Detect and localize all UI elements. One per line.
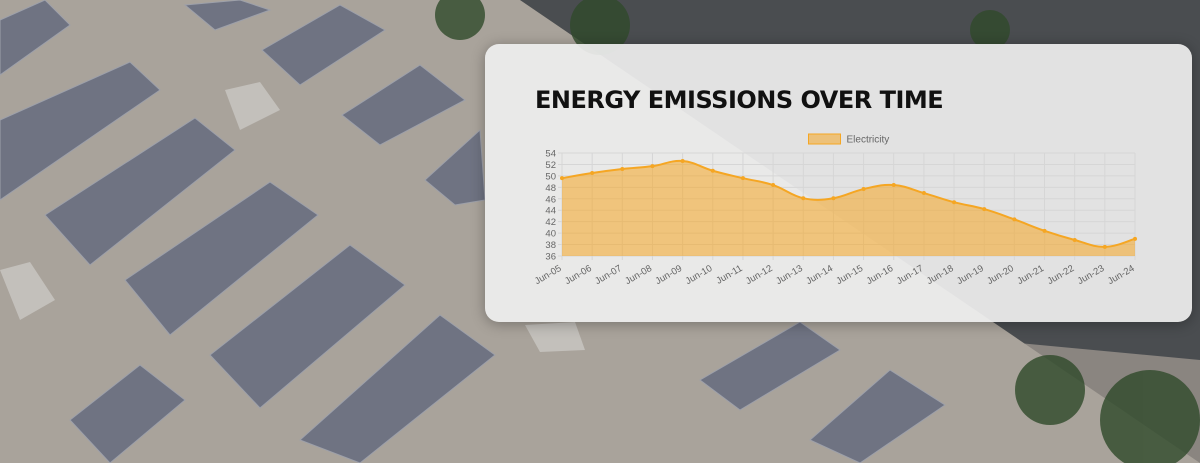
x-tick-label: Jun-13 (774, 263, 805, 287)
data-point (1042, 228, 1047, 233)
data-point (590, 171, 595, 176)
x-tick-label: Jun-11 (714, 263, 744, 287)
x-tick-label: Jun-12 (744, 263, 775, 287)
y-tick-label: 48 (545, 183, 556, 194)
x-tick-label: Jun-16 (865, 263, 896, 287)
data-point (1072, 237, 1077, 242)
y-tick-label: 50 (545, 171, 556, 182)
data-point (831, 196, 836, 201)
data-point (801, 196, 806, 201)
x-tick-label: Jun-09 (653, 263, 684, 287)
y-tick-label: 46 (545, 194, 556, 205)
x-tick-label: Jun-23 (1076, 263, 1107, 287)
legend-label: Electricity (847, 135, 890, 146)
y-tick-label: 40 (545, 229, 556, 240)
y-tick-label: 44 (545, 206, 556, 217)
chart-title: ENERGY EMISSIONS OVER TIME (535, 86, 943, 114)
data-point (921, 191, 926, 196)
data-point (982, 207, 987, 212)
y-tick-label: 52 (545, 160, 556, 171)
x-tick-label: Jun-24 (1106, 263, 1137, 287)
data-point (560, 176, 564, 181)
x-tick-label: Jun-17 (895, 263, 926, 287)
data-point (1133, 236, 1137, 241)
y-tick-label: 36 (545, 252, 556, 263)
data-point (710, 168, 715, 173)
x-tick-label: Jun-06 (563, 263, 594, 287)
chart-card: ENERGY EMISSIONS OVER TIME 36 38 40 42 44 46 4… (485, 44, 1192, 322)
y-tick-label: 42 (545, 217, 556, 228)
area-fill (562, 160, 1135, 256)
data-point (771, 183, 776, 188)
x-tick-label: Jun-22 (1046, 263, 1077, 287)
area-line (561, 159, 1136, 248)
x-tick-label: Jun-05 (533, 263, 564, 287)
data-point (620, 167, 625, 172)
x-tick-label: Jun-07 (593, 263, 624, 287)
chart: ENERGY EMISSIONS OVER TIME 3638404244464… (533, 86, 1137, 287)
data-point (891, 183, 896, 188)
y-tick-label: 38 (545, 240, 556, 251)
data-point (1012, 217, 1017, 222)
x-tick-label: Jun-10 (684, 263, 715, 287)
y-tick-label: 54 (545, 149, 556, 160)
x-tick-label: Jun-18 (925, 263, 956, 287)
x-tick-label: Jun-08 (623, 263, 654, 287)
data-point (680, 159, 685, 164)
data-point (740, 176, 745, 181)
x-tick-label: Jun-19 (955, 263, 986, 287)
data-point (861, 187, 866, 192)
data-point (1102, 244, 1107, 249)
x-tick-label: Jun-15 (834, 263, 865, 287)
x-tick-label: Jun-14 (804, 263, 835, 287)
legend-swatch (808, 133, 841, 145)
x-tick-label: Jun-21 (1015, 263, 1046, 287)
data-point (650, 164, 655, 169)
x-tick-label: Jun-20 (985, 263, 1016, 287)
data-point (952, 200, 957, 205)
